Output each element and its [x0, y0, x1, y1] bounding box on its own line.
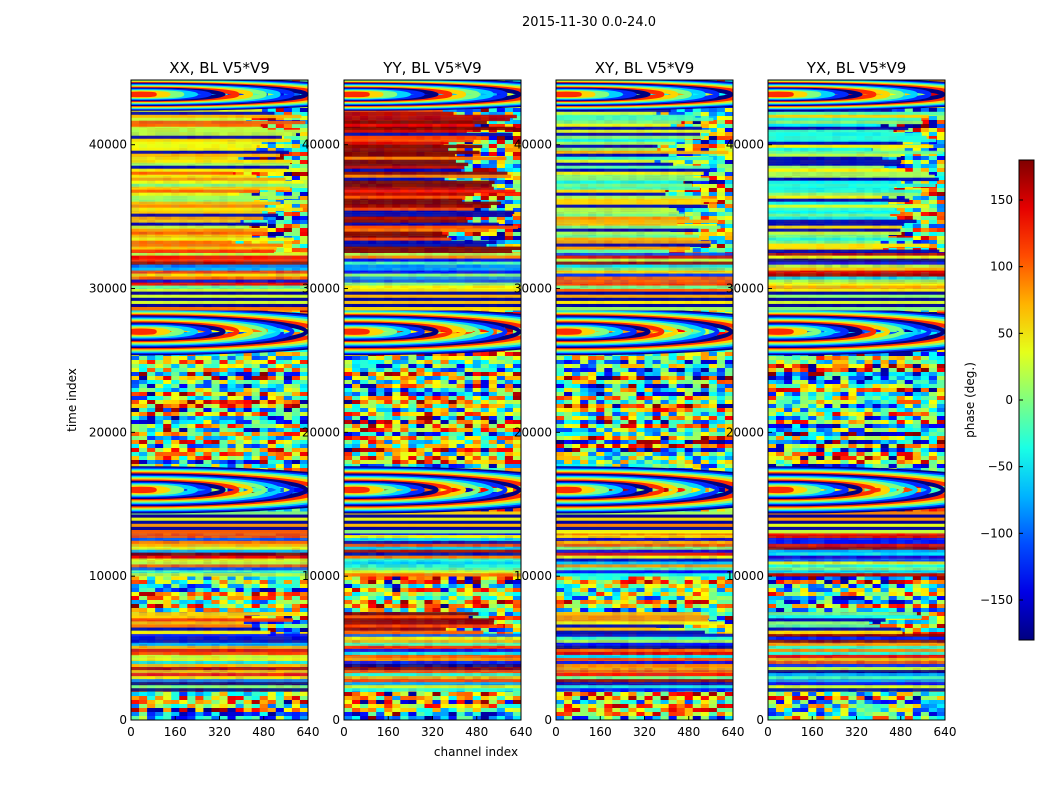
heatmap-image — [556, 80, 733, 720]
x-tick-label: 480 — [677, 725, 700, 739]
x-axis-label: channel index — [434, 745, 518, 759]
y-tick-label: 0 — [544, 713, 552, 727]
y-tick-label: 10000 — [302, 569, 340, 583]
x-tick-label: 0 — [340, 725, 348, 739]
x-tick-label: 0 — [552, 725, 560, 739]
y-tick-label: 20000 — [514, 425, 552, 439]
colorbar-tick-label: 0 — [1005, 393, 1013, 407]
panel-2: YY, BL V5*V9 0 160 320 480 640 0 10000 20000 3000… — [302, 59, 533, 739]
colorbar-label: phase (deg.) — [963, 362, 977, 438]
x-tick-label: 640 — [722, 725, 745, 739]
y-tick-label: 20000 — [726, 425, 764, 439]
x-tick-label: 320 — [845, 725, 868, 739]
y-tick-label: 10000 — [514, 569, 552, 583]
figure-suptitle: 2015-11-30 0.0-24.0 — [522, 15, 656, 30]
x-tick-label: 160 — [377, 725, 400, 739]
x-tick-label: 320 — [633, 725, 656, 739]
panels: XX, BL V5*V9 0 160 320 480 640 0 10000 20000 3000… — [89, 59, 957, 739]
y-tick-label: 0 — [332, 713, 340, 727]
x-tick-label: 640 — [934, 725, 957, 739]
y-tick-label: 40000 — [726, 138, 764, 152]
y-tick-label: 40000 — [302, 138, 340, 152]
colorbar-tick-label: −150 — [980, 593, 1013, 607]
y-tick-label: 20000 — [89, 425, 127, 439]
y-tick-label: 30000 — [89, 282, 127, 296]
y-tick-label: 0 — [756, 713, 764, 727]
colorbar-tick-label: −100 — [980, 526, 1013, 540]
x-tick-label: 480 — [252, 725, 275, 739]
x-tick-label: 0 — [127, 725, 135, 739]
colorbar: 150 100 50 0 −50 −100 −150 phase (deg.) — [963, 159, 1035, 641]
colorbar-tick-label: 150 — [990, 193, 1013, 207]
colorbar-tick-label: 50 — [998, 326, 1013, 340]
heatmap-image — [768, 80, 945, 720]
panel-title: XY, BL V5*V9 — [595, 59, 695, 77]
x-tick-label: 160 — [801, 725, 824, 739]
y-tick-label: 30000 — [726, 282, 764, 296]
y-tick-label: 0 — [119, 713, 127, 727]
heatmap-image — [344, 80, 521, 720]
panel-title: YX, BL V5*V9 — [806, 59, 907, 77]
y-axis-label: time index — [65, 368, 79, 432]
y-tick-label: 10000 — [726, 569, 764, 583]
panel-title: XX, BL V5*V9 — [169, 59, 270, 77]
panel-1: XX, BL V5*V9 0 160 320 480 640 0 10000 20000 3000… — [89, 59, 320, 739]
panel-3: XY, BL V5*V9 0 160 320 480 640 0 10000 20000 3000… — [514, 59, 745, 739]
y-tick-label: 30000 — [302, 282, 340, 296]
colorbar-tick-label: 100 — [990, 260, 1013, 274]
y-tick-label: 20000 — [302, 425, 340, 439]
x-tick-label: 0 — [764, 725, 772, 739]
colorbar-tick-label: −50 — [988, 460, 1013, 474]
x-tick-label: 160 — [164, 725, 187, 739]
panel-title: YY, BL V5*V9 — [382, 59, 481, 77]
x-tick-label: 480 — [465, 725, 488, 739]
x-tick-label: 640 — [510, 725, 533, 739]
panel-4: YX, BL V5*V9 0 160 320 480 640 0 10000 20000 3000… — [726, 59, 957, 739]
heatmap-image — [131, 80, 308, 720]
x-tick-label: 320 — [421, 725, 444, 739]
x-tick-label: 480 — [889, 725, 912, 739]
y-tick-label: 10000 — [89, 569, 127, 583]
x-tick-label: 320 — [208, 725, 231, 739]
y-tick-label: 30000 — [514, 282, 552, 296]
x-tick-label: 640 — [297, 725, 320, 739]
y-tick-label: 40000 — [89, 138, 127, 152]
y-tick-label: 40000 — [514, 138, 552, 152]
x-tick-label: 160 — [589, 725, 612, 739]
